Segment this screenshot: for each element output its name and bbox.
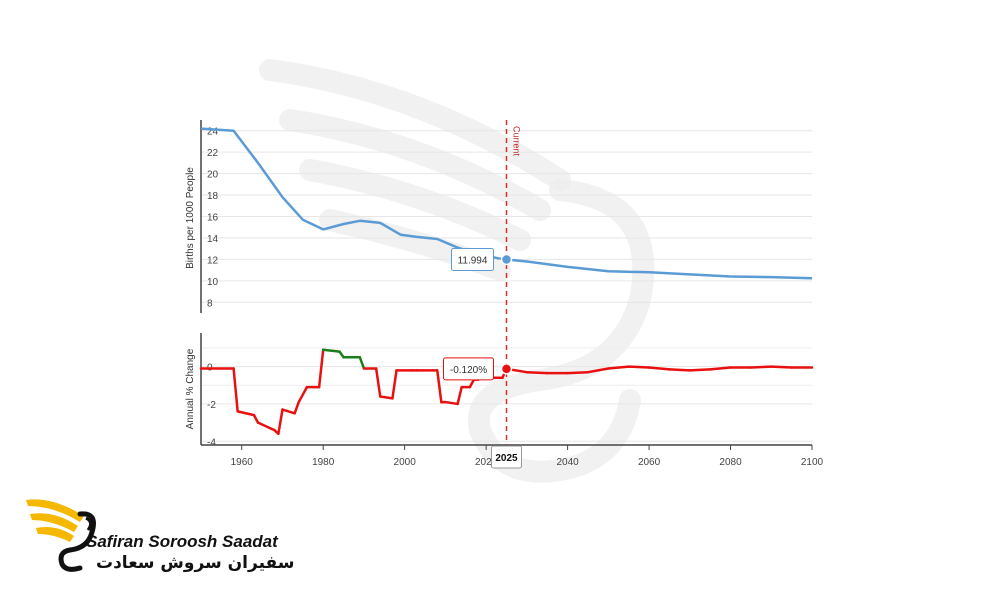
annual-change-segment [436,369,443,404]
brand-logo-icon [26,499,96,572]
annual-change-segment [281,408,296,415]
watermark-stroke [259,59,571,191]
birth-rate-series [200,127,813,280]
current-year-marker: Current [505,120,522,445]
birth-rate-line [200,127,813,280]
annual-change-segment [525,370,549,375]
current-label: Current [512,126,522,157]
x-tick-label: 2000 [394,457,417,468]
y-tick-label: -2 [207,400,216,411]
year-badge-label: 2025 [495,453,518,464]
watermark-stroke [299,159,531,251]
annual-change-segment [321,348,341,353]
x-tick-label: 1960 [231,457,254,468]
x-tick-label: 2060 [638,457,661,468]
x-tick-label: 2100 [801,457,824,468]
current-year-badge: 2025 [491,445,522,469]
y-tick-label: 24 [207,127,219,138]
top-y-tick-labels: 8 10 12 14 16 18 20 22 24 [207,127,219,310]
brand-name-english: Safiran Soroosh Saadat [86,532,278,551]
y-tick-label: 20 [207,170,219,181]
annual-change-segment [378,395,394,400]
current-point-dot[interactable] [500,363,513,375]
year-badge-box [491,445,522,469]
annual-change-segment [770,365,793,369]
y-tick-label: 12 [207,255,219,266]
annual-change-segment [668,368,692,372]
y-tick-label: 16 [207,213,219,224]
bottom-y-tick-labels: -4-20 [207,363,216,449]
annual-change-segment [256,421,272,430]
annual-change-segment [627,365,651,369]
annual-change-segment [566,370,590,375]
annual-change-segment [358,356,366,370]
annual-change-segment [232,367,239,413]
annual-change-segment [297,385,309,404]
annual-change-segment [252,413,260,424]
y-tick-label: 10 [207,277,219,288]
current-point-dot[interactable] [500,253,513,266]
tooltip-value: -0.120% [450,365,487,376]
annual-change-segment [444,400,459,406]
y-tick-label: 22 [207,148,219,159]
annual-change-segment [293,400,301,415]
annual-change-tooltip[interactable]: -0.120% [443,357,513,381]
brand-name-persian: سفیران سروش سعادت [96,553,295,573]
x-tick-label: 2080 [719,457,742,468]
annual-change-segment [468,378,476,389]
annual-change-segment [688,368,712,372]
annual-change-segment [647,366,671,371]
annual-change-segment [586,367,610,374]
y-tick-label: 14 [207,234,219,245]
annual-change-segment [317,348,325,389]
watermark-stroke [467,179,655,483]
x-tick-labels: 1960 1980 2000 2020 2040 2060 2080 2100 [231,445,824,468]
annual-change-segment [391,369,398,400]
x-tick-label: 1980 [312,457,335,468]
top-y-axis-label: Births per 1000 People [185,167,196,269]
annual-change-segment [236,410,256,417]
annual-change-segment [374,367,382,398]
annual-change-segment [708,366,732,371]
y-tick-label: 8 [207,298,213,309]
y-tick-label: 18 [207,191,219,202]
annual-change-segment [456,385,463,406]
tooltip-box [443,357,494,381]
tooltip-box [451,247,494,271]
tooltip-value: 11.994 [458,255,488,266]
x-tick-label: 2020 [475,457,498,468]
annual-change-segment [607,365,630,370]
y-tick-label: -4 [207,437,216,448]
watermark-logo-icon [259,59,655,483]
bottom-y-axis-label: Annual % Change [185,348,196,429]
x-tick-label: 2040 [556,457,579,468]
birth-rate-tooltip[interactable]: 11.994 [451,247,513,271]
annual-change-segment [277,408,284,436]
annual-change-segment [749,365,773,369]
